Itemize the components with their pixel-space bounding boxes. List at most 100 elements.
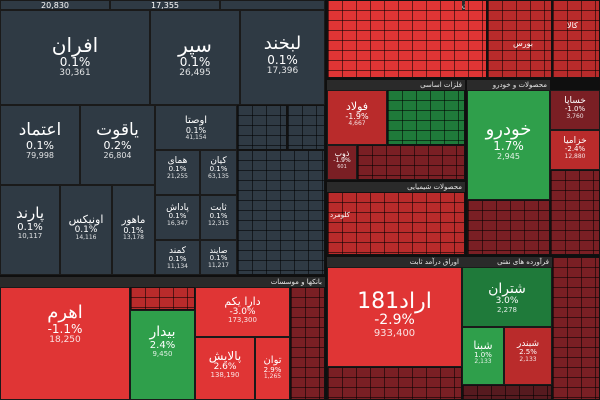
tile-parand-pct: 0.1%	[17, 221, 43, 233]
tile-sayan-pct: 0.1%	[209, 254, 228, 263]
tile-grid-top-right-c[interactable]: کالا	[552, 0, 600, 78]
tile-tavan[interactable]: توان 2.9% 1,265	[255, 337, 290, 400]
tile-top3[interactable]	[220, 0, 325, 10]
tile-etemad[interactable]: اعتماد 0.1% 79,998	[0, 105, 80, 185]
tile-grid-bond[interactable]	[327, 367, 462, 400]
tile-grid-bottom-mid[interactable]	[290, 287, 325, 400]
tile-top2[interactable]: 17,355	[110, 0, 220, 10]
tile-grid-far-right[interactable]	[552, 257, 600, 400]
tile-kamand-name: کمند	[169, 246, 186, 256]
tile-mahour[interactable]: ماهور 0.1% 13,178	[112, 185, 155, 275]
tile-khodro-pct: 1.7%	[493, 138, 524, 153]
tile-erad181-pct: -2.9%	[374, 312, 415, 329]
tile-sayan-name: صایند	[209, 246, 228, 255]
tile-grid-top-right-b[interactable]: بورس	[487, 0, 552, 78]
tile-khzamia-name: خزامیا	[563, 136, 587, 146]
tile-palaish[interactable]: پالایش 2.6% 138,190	[195, 337, 255, 400]
tile-afran-name: افران	[51, 33, 99, 57]
tile-grid-oil-bottom[interactable]	[462, 385, 552, 400]
tile-yaghut[interactable]: یاقوت 0.2% 26,804	[80, 105, 155, 185]
tile-homay[interactable]: همای 0.1% 21,255	[155, 150, 200, 195]
tile-fulad-vol: 4,667	[348, 120, 366, 128]
tile-khsapa[interactable]: خساپا -1.0% 3,760	[550, 90, 600, 130]
tile-osta-name: اوصتا	[184, 115, 208, 126]
tile-shetran[interactable]: شتران 3.0% 2,278	[462, 267, 552, 327]
tile-grid-right-etf[interactable]	[287, 105, 325, 150]
tile-sepr[interactable]: سپر 0.1% 26,495	[150, 10, 240, 105]
tile-khodro[interactable]: خودرو 1.7% 2,945	[467, 90, 550, 200]
tile-daray-vol: 173,300	[228, 316, 257, 325]
tile-kian-pct: 0.1%	[209, 165, 228, 174]
tile-kian-vol: 63,135	[208, 173, 229, 181]
tile-parand[interactable]: پارند 0.1% 10,117	[0, 185, 60, 275]
tile-grid-chem[interactable]: کلومرد	[327, 192, 465, 255]
tile-lbkhand[interactable]: لبخند 0.1% 17,396	[240, 10, 325, 105]
tile-homay-name: همای	[167, 156, 188, 166]
tile-fulad-pct: -1.9%	[345, 111, 369, 121]
tile-shebna[interactable]: شبنا 1.0% 2,133	[462, 327, 504, 385]
tile-sabat[interactable]: ثابت 0.1% 12,315	[200, 195, 237, 240]
tile-sayan[interactable]: صایند 0.1% 11,217	[200, 240, 237, 275]
tile-kolomrd-name: کلومرد	[330, 211, 350, 219]
tile-khsapa-vol: 3,760	[566, 113, 584, 121]
tile-shebna-vol: 2,133	[474, 358, 492, 366]
tile-shetran-vol: 2,278	[496, 305, 518, 314]
tile-ahrom[interactable]: اهرم -1.1% 18,250	[0, 287, 130, 400]
tile-osta-pct: 0.1%	[185, 125, 207, 135]
tile-kamand-pct: 0.1%	[168, 255, 187, 264]
tile-khzamia-vol: 12,880	[564, 153, 586, 161]
tile-fulad[interactable]: فولاد -1.9% 4,667	[327, 90, 387, 145]
tile-daray-pct: -3.0%	[229, 306, 256, 317]
tile-etemad-name: اعتماد	[18, 120, 62, 140]
tile-parand-name: پارند	[15, 204, 45, 222]
header-bottom-left	[0, 277, 195, 287]
tile-sabat-vol: 12,315	[208, 220, 229, 228]
tile-bidar[interactable]: بیدار 2.4% 9,450	[130, 310, 195, 400]
tile-padash-name: پاداش	[166, 203, 189, 213]
tile-grid-small-bottom[interactable]	[130, 287, 195, 310]
tile-mahour-vol: 13,178	[123, 234, 144, 242]
tile-erad181[interactable]: اراد181 -2.9% 933,400	[327, 267, 462, 367]
tile-zob[interactable]: ذوب -1.9% 601	[327, 145, 357, 180]
tile-kamand[interactable]: کمند 0.1% 11,134	[155, 240, 200, 275]
header-metal: فلزات اساسی	[327, 80, 465, 90]
tile-khsapa-pct: -1.0%	[564, 105, 586, 114]
tile-osta[interactable]: اوصتا 0.1% 41,154	[155, 105, 237, 150]
header-bond: اوراق درآمد ثابت	[327, 257, 462, 267]
tile-grid-mid-etf[interactable]	[237, 150, 325, 275]
tile-afran[interactable]: افران 0.1% 30,361	[0, 10, 150, 105]
tile-shbandar[interactable]: شبندر 2.5% 2,133	[504, 327, 552, 385]
tile-sabat-pct: 0.1%	[209, 212, 228, 221]
tile-erad181-vol: 933,400	[373, 328, 416, 340]
tile-tavan-name: توان	[263, 355, 282, 366]
tile-grid-small-etf[interactable]	[237, 105, 287, 150]
tile-afran-pct: 0.1%	[59, 55, 91, 69]
header-oil: فرآورده های نفتی	[462, 257, 552, 267]
tile-etemad-vol: 79,998	[26, 150, 54, 160]
tile-yaghut-name: یاقوت	[96, 120, 139, 140]
tile-lbkhand-name: لبخند	[263, 33, 302, 54]
tile-shebna-name: شبنا	[473, 339, 493, 352]
tile-daray[interactable]: دارا یکم -3.0% 173,300	[195, 287, 290, 337]
tile-grid-auto-b[interactable]	[550, 170, 600, 255]
tile-shetran-name: شتران	[488, 281, 526, 297]
tile-onix-pct: 0.1%	[74, 224, 98, 235]
tile-fulad-name: فولاد	[345, 100, 369, 113]
tile-grid-metal-b[interactable]	[357, 145, 465, 180]
tile-top1[interactable]: 20,830	[0, 0, 110, 10]
tile-sepr-pct: 0.1%	[179, 55, 211, 69]
tile-kian[interactable]: کیان 0.1% 63,135	[200, 150, 237, 195]
tile-osta-vol: 41,154	[185, 134, 207, 142]
tile-grid-metal[interactable]	[387, 90, 465, 145]
tile-grid-auto[interactable]	[467, 200, 550, 255]
tile-padash[interactable]: پاداش 0.1% 16,347	[155, 195, 200, 240]
tile-onix[interactable]: اونیکس 0.1% 14,116	[60, 185, 112, 275]
tile-bidar-name: بیدار	[149, 324, 176, 340]
tile-grid-top-right-a[interactable]	[327, 0, 487, 78]
tile-afran-vol: 30,361	[59, 68, 91, 79]
tile-khzamia[interactable]: خزامیا -2.4% 12,880	[550, 130, 600, 170]
tile-mahour-pct: 0.1%	[123, 225, 144, 235]
tile-top2-value: 17,355	[151, 1, 179, 10]
tile-sepr-vol: 26,495	[179, 68, 211, 79]
tile-palaish-pct: 2.6%	[213, 361, 237, 372]
